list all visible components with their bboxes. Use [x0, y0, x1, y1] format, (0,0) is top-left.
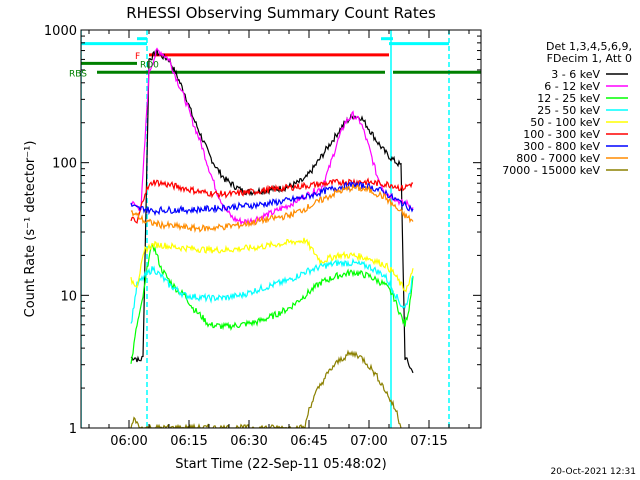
series-line-3to6keV: [130, 49, 414, 374]
y-axis-label: Count Rate (s⁻¹ detector⁻¹): [23, 141, 38, 318]
y-tick-label: 100: [52, 157, 77, 172]
series-line-12to25keV: [130, 242, 414, 364]
x-tick-label: 07:00: [350, 434, 387, 449]
y-tick-label: 1: [69, 422, 77, 437]
plot-frame: [80, 29, 482, 429]
legend-label: 800 - 7000 keV: [516, 152, 600, 165]
x-axis-label: Start Time (22-Sep-11 05:48:02): [175, 457, 386, 472]
series-line-800to7000keV: [130, 184, 414, 233]
legend-label: 3 - 6 keV: [551, 68, 600, 81]
series-line-25to50keV: [130, 257, 414, 324]
y-tick-label: 10: [60, 289, 77, 304]
annotation-label: F: [135, 52, 140, 62]
x-tick-label: 07:15: [410, 434, 447, 449]
legend-header: FDecim 1, Att 0: [547, 52, 632, 65]
footer-timestamp: 20-Oct-2021 12:31: [551, 467, 636, 477]
series-line-50to100keV: [130, 237, 414, 293]
legend-label: 100 - 300 keV: [523, 128, 600, 141]
legend: Det 1,3,4,5,6,9,FDecim 1, Att 0 3 - 6 keV…: [502, 40, 632, 177]
legend-label: 6 - 12 keV: [544, 80, 600, 93]
legend-label: 25 - 50 keV: [537, 104, 600, 117]
legend-label: 300 - 800 keV: [523, 140, 600, 153]
chart-title: RHESSI Observing Summary Count Rates: [126, 4, 436, 22]
series-line-6to12keV: [130, 47, 414, 227]
x-tick-label: 06:00: [110, 434, 147, 449]
y-tick-label: 1000: [44, 24, 77, 39]
legend-header: Det 1,3,4,5,6,9,: [546, 40, 632, 53]
x-tick-label: 06:30: [230, 434, 267, 449]
x-tick-label: 06:15: [170, 434, 207, 449]
series-line-7000to15000keV: [130, 349, 402, 428]
x-tick-label: 06:45: [290, 434, 327, 449]
legend-label: 7000 - 15000 keV: [502, 164, 600, 177]
annotation-label: RBS: [69, 69, 87, 79]
legend-label: 12 - 25 keV: [537, 92, 600, 105]
legend-label: 50 - 100 keV: [530, 116, 600, 129]
annotation-label: RD0: [140, 60, 159, 70]
